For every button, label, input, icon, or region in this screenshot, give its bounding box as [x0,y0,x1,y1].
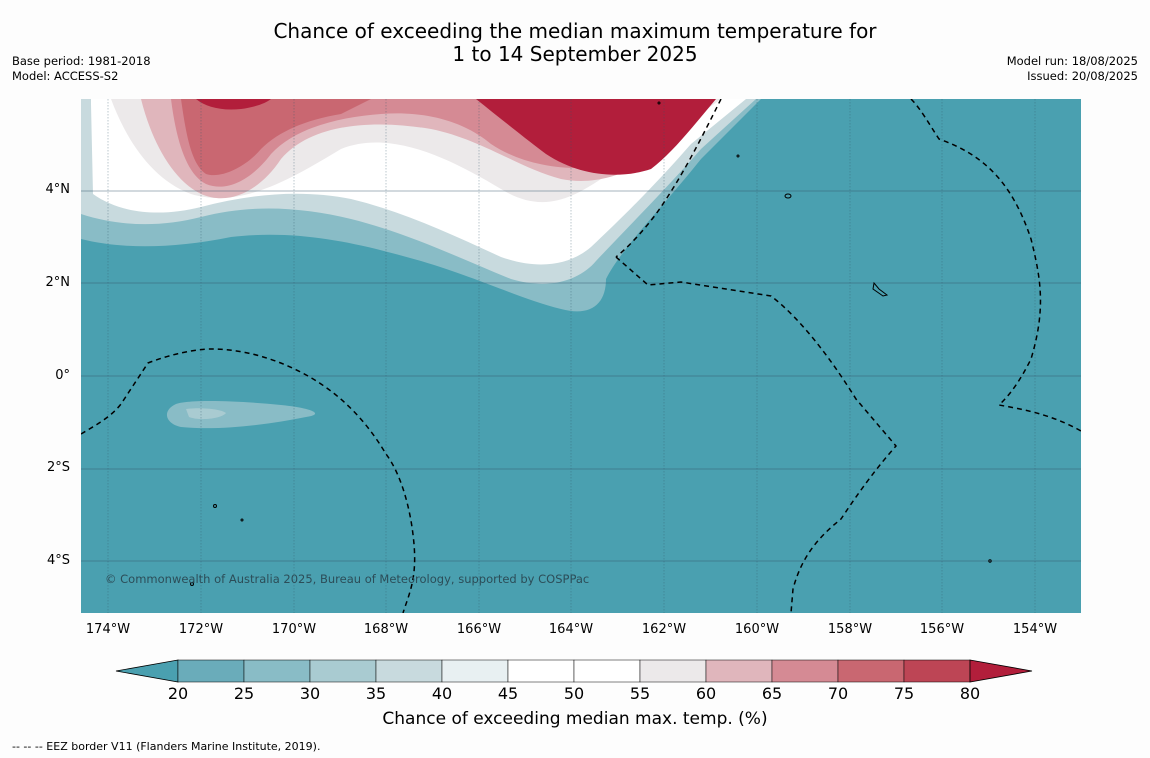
lon-label-166w: 166°W [456,622,502,637]
contour-30-patch [166,401,316,429]
lon-label-170w: 170°W [271,622,317,637]
lon-label-156w: 156°W [919,622,965,637]
lon-label-172w: 172°W [178,622,224,637]
lon-label-154w: 154°W [1012,622,1058,637]
temperature-probability-field [81,99,761,429]
colorbar [115,659,1033,683]
island-south-b [240,518,244,522]
lon-label-158w: 158°W [827,622,873,637]
lon-label-160w: 160°W [734,622,780,637]
lon-label-174w: 174°W [85,622,131,637]
colorbar-cell [903,659,971,683]
colorbar-cell [573,659,641,683]
contour-75 [181,99,371,176]
colorbar-cell [177,659,245,683]
colorbar-cell [441,659,509,683]
island-north [784,193,792,199]
latitude-lines [81,190,1081,562]
colorbar-tick-75: 75 [893,684,915,703]
colorbar-cell [837,659,905,683]
eez-border-east [910,99,1081,432]
colorbar-tick-20: 20 [167,684,189,703]
map-title-line1: Chance of exceeding the median maximum t… [273,19,877,43]
island-south-a [213,504,217,508]
colorbar-tick-30: 30 [299,684,321,703]
island-south-c [190,582,194,586]
contour-80-west [196,99,271,110]
base-period: Base period: 1981-2018 [12,54,151,68]
colorbar-cell [771,659,839,683]
eez-border-north-diagonal [615,99,722,258]
lon-label-162w: 162°W [641,622,687,637]
colorbar-cell [507,659,575,683]
colorbar-cell [639,659,707,683]
colorbar-tick-45: 45 [497,684,519,703]
map-title-line2: 1 to 14 September 2025 [452,42,698,66]
colorbar-cell [243,659,311,683]
lat-label-4n: 4°N [45,182,71,197]
right-meta: Model run: 18/08/2025 Issued: 20/08/2025 [1007,54,1138,84]
colorbar-cell [705,659,773,683]
contour-80-east [476,99,716,175]
colorbar-tick-25: 25 [233,684,255,703]
copyright-notice: © Commonwealth of Australia 2025, Bureau… [105,572,589,586]
issued-date: Issued: 20/08/2025 [1027,69,1138,83]
lat-label-4s: 4°S [46,553,70,568]
lat-label-0: 0° [55,368,70,383]
colorbar-tick-65: 65 [761,684,783,703]
map-panel: © Commonwealth of Australia 2025, Bureau… [81,99,1081,613]
island-north-small [736,154,740,158]
lat-label-2s: 2°S [46,460,70,475]
colorbar-tick-70: 70 [827,684,849,703]
model-run: Model run: 18/08/2025 [1006,54,1138,68]
colorbar-extend-high [969,659,1033,683]
left-meta: Base period: 1981-2018 Model: ACCESS-S2 [12,54,151,84]
colorbar-tick-60: 60 [695,684,717,703]
colorbar-extend-low [115,659,179,683]
eez-border-central [615,256,897,613]
lon-label-168w: 168°W [363,622,409,637]
eez-border-west [81,348,416,613]
colorbar-tick-35: 35 [365,684,387,703]
colorbar-tick-40: 40 [431,684,453,703]
model-name: Model: ACCESS-S2 [12,69,119,83]
eez-legend-note: -- -- -- EEZ border V11 (Flanders Marine… [12,740,321,753]
colorbar-tick-80: 80 [959,684,981,703]
islands [190,101,992,586]
colorbar-title: Chance of exceeding median max. temp. (%… [382,709,768,729]
colorbar-tick-50: 50 [563,684,585,703]
colorbar-cell [309,659,377,683]
colorbar-cells [115,659,1033,683]
colorbar-cell [375,659,443,683]
island-kiritimati [872,281,889,297]
lon-label-164w: 164°W [548,622,594,637]
eez-borders [81,99,1081,613]
lat-label-2n: 2°N [45,275,71,290]
island-north-edge [657,101,661,105]
contour-35-patch [186,408,226,420]
colorbar-tick-55: 55 [629,684,651,703]
island-east [988,559,992,563]
